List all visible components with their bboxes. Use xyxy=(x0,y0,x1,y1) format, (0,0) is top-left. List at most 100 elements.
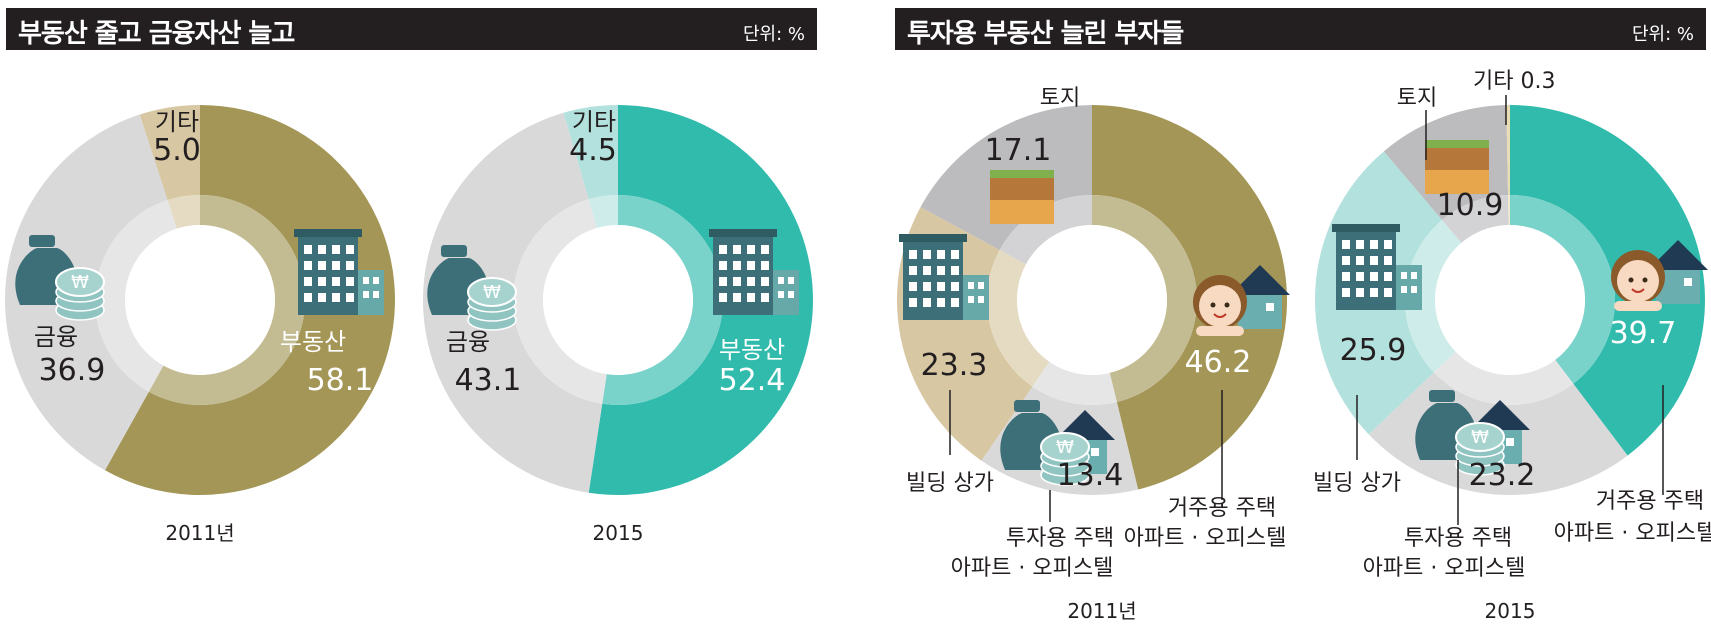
slice xyxy=(563,105,618,200)
building-window xyxy=(1401,272,1407,279)
slice-value-label: 5.0 xyxy=(153,133,201,168)
slice-value-label: 10.9 xyxy=(1437,188,1504,223)
panel-header-left: 부동산 줄고 금융자산 늘고 단위: % xyxy=(6,8,817,50)
slice-name-label: 빌딩 상가 xyxy=(1313,471,1401,496)
slice-name-label: 기타 0.3 xyxy=(1473,69,1555,94)
building-window xyxy=(788,277,794,284)
girl-icon xyxy=(1193,275,1247,336)
building-window xyxy=(332,261,340,270)
coin-top xyxy=(1040,432,1090,462)
building-window xyxy=(909,298,917,307)
donut-hole xyxy=(1017,225,1167,375)
won-sign-icon: ₩ xyxy=(1056,437,1074,458)
won-sign-icon: ₩ xyxy=(71,272,89,293)
slice-inner-band xyxy=(1032,361,1117,405)
building-window xyxy=(761,245,769,254)
money-bag-icon: ₩ xyxy=(15,235,105,321)
slice-inner-band xyxy=(148,195,305,406)
building-window xyxy=(1370,288,1378,297)
money-bag-icon: ₩ xyxy=(427,245,517,331)
land-grass xyxy=(990,170,1054,178)
slice-inner-band xyxy=(987,249,1050,387)
building-window xyxy=(1384,288,1392,297)
building-window xyxy=(1401,286,1407,293)
building-window xyxy=(318,261,326,270)
girl-arms xyxy=(1614,301,1662,311)
building-annex xyxy=(358,270,384,315)
slice xyxy=(1510,105,1705,456)
slice-value-label: 4.5 xyxy=(569,133,617,168)
girl-smile xyxy=(1213,313,1227,318)
building-window xyxy=(978,296,984,303)
won-sign-icon: ₩ xyxy=(483,282,501,303)
girl-arms xyxy=(1196,326,1244,336)
donut-hole xyxy=(1435,225,1585,375)
building-window xyxy=(951,250,959,259)
building-window xyxy=(761,277,769,286)
building-window xyxy=(951,266,959,275)
building-window xyxy=(747,293,755,302)
building-window xyxy=(363,277,369,284)
money-bag-tie xyxy=(1014,400,1040,412)
slice-inner-band xyxy=(602,195,723,405)
building-window xyxy=(1370,240,1378,249)
slice-name-label: 아파트 · 오피스텔 xyxy=(1554,521,1711,546)
building-window xyxy=(761,261,769,270)
house-icon xyxy=(1230,265,1290,329)
slice-value-label: 23.2 xyxy=(1469,458,1536,493)
building-annex xyxy=(773,270,799,315)
building-window xyxy=(332,277,340,286)
slice-value-label: 43.1 xyxy=(455,363,522,398)
slice-name-label: 빌딩 상가 xyxy=(906,471,994,496)
slice-name-label: 아파트 · 오피스텔 xyxy=(1363,556,1526,581)
girl-face xyxy=(1617,260,1659,302)
slice-name-label: 투자용 주택 xyxy=(1006,526,1114,551)
coin-top xyxy=(467,277,517,307)
building-roof xyxy=(1332,224,1400,232)
slice-value-label: 17.1 xyxy=(985,133,1052,168)
slice-value-label: 39.7 xyxy=(1610,316,1677,351)
building-window xyxy=(346,277,354,286)
building-window xyxy=(346,261,354,270)
slice-name-label: 토지 xyxy=(1040,86,1080,111)
building-window xyxy=(968,296,974,303)
slice-value-label: 36.9 xyxy=(39,353,106,388)
building-window xyxy=(923,266,931,275)
building-window xyxy=(923,298,931,307)
building-window xyxy=(719,293,727,302)
house-window xyxy=(1506,438,1514,446)
building-window xyxy=(1356,288,1364,297)
building-icon xyxy=(899,234,989,320)
slice-name-label: 부동산 xyxy=(280,328,346,356)
chart-year-caption: 2011년 xyxy=(165,521,234,545)
building-annex xyxy=(1396,265,1422,310)
building-window xyxy=(1342,256,1350,265)
unit-label-left: 단위: % xyxy=(742,24,805,45)
slice-name-label: 부동산 xyxy=(719,336,785,364)
building-window xyxy=(778,277,784,284)
slice-inner-band xyxy=(999,195,1092,265)
slice xyxy=(588,105,814,496)
building-window xyxy=(1342,240,1350,249)
slice-inner-band xyxy=(513,199,607,404)
slice-inner-band xyxy=(1092,195,1197,403)
building-window xyxy=(909,266,917,275)
slice-value-label: 58.1 xyxy=(307,363,374,398)
won-sign-icon: ₩ xyxy=(1471,427,1489,448)
building-window xyxy=(719,245,727,254)
building-window xyxy=(788,291,794,298)
coin-top xyxy=(55,267,105,297)
building-window xyxy=(346,293,354,302)
building-window xyxy=(1411,286,1417,293)
building-window xyxy=(1342,272,1350,281)
money-bag-icon: ₩ xyxy=(1415,390,1505,476)
building-window xyxy=(719,277,727,286)
slice-name-label: 거주용 주택 xyxy=(1168,496,1276,521)
slice-value-label: 23.3 xyxy=(921,348,988,383)
building-window xyxy=(1370,256,1378,265)
building-window xyxy=(332,293,340,302)
slice-inner-band xyxy=(588,195,618,228)
building-window xyxy=(1384,240,1392,249)
building-window xyxy=(1411,272,1417,279)
